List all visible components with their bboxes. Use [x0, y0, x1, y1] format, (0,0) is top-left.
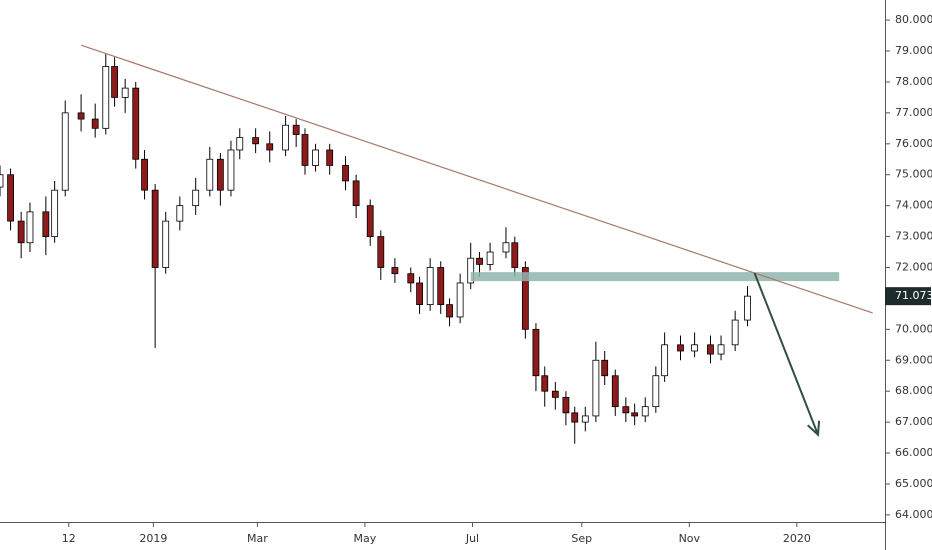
y-tick-label: 65.000: [895, 477, 932, 490]
candle-body: [601, 359, 609, 377]
candle-body: [652, 375, 660, 408]
candle-body: [252, 137, 260, 145]
candle-body: [42, 211, 50, 237]
last-price-label: 71.073: [895, 289, 932, 302]
x-tick-label: 2019: [139, 532, 167, 545]
y-tick-label: 69.000: [895, 353, 932, 366]
y-tick-label: 76.000: [895, 137, 932, 150]
candle-body: [301, 134, 309, 166]
candle-body: [521, 267, 529, 330]
candle-body: [352, 180, 360, 207]
trendline: [80, 44, 873, 314]
candle-body: [541, 375, 549, 392]
candle-body: [377, 236, 385, 268]
last-price-box: [885, 287, 931, 306]
candle-body: [192, 189, 200, 207]
candle-body: [51, 189, 59, 237]
candle-body: [151, 189, 159, 268]
candle-body: [691, 344, 699, 352]
x-tick-label: Mar: [247, 532, 268, 545]
candle-body: [486, 251, 494, 265]
candle-body: [416, 282, 423, 306]
y-tick-label: 67.000: [895, 415, 932, 428]
y-tick-label: 70.000: [895, 322, 932, 335]
candle-body: [717, 344, 725, 355]
candle-body: [61, 112, 69, 191]
x-tick-label: May: [354, 532, 377, 545]
x-tick-label: 2020: [783, 532, 811, 545]
candle-body: [511, 242, 519, 268]
candle-body: [176, 205, 184, 222]
candle-body: [366, 205, 374, 237]
candle-body: [121, 87, 129, 98]
candle-body: [467, 257, 475, 284]
x-tick-label: 12: [62, 532, 76, 545]
candle-body: [677, 344, 684, 352]
arrow: [753, 272, 819, 436]
candle-body: [26, 211, 34, 244]
resistance-zone: [470, 272, 840, 282]
y-tick-label: 72.000: [895, 260, 932, 273]
candle-body: [551, 390, 559, 398]
candle-body: [446, 304, 453, 318]
candle-body: [7, 174, 14, 222]
candle-body: [342, 165, 349, 182]
candle-body: [661, 344, 669, 377]
y-tick-label: 74.000: [895, 199, 932, 212]
y-tick-label: 77.000: [895, 106, 932, 119]
candle-body: [641, 406, 649, 417]
candle-body: [111, 66, 118, 98]
candle-body: [162, 220, 170, 268]
candle-body: [426, 267, 434, 306]
candle-body: [437, 267, 445, 306]
candle-body: [266, 143, 274, 151]
candle-body: [622, 406, 630, 414]
y-tick-label: 80.000: [895, 13, 932, 26]
candle-body: [17, 220, 25, 244]
candle-body: [132, 87, 140, 160]
candle-body: [562, 396, 570, 414]
candle-body: [744, 295, 751, 321]
x-tick-label: Jul: [465, 532, 479, 545]
candle-body: [91, 118, 99, 129]
candle-body: [502, 242, 510, 253]
candle-body: [707, 344, 714, 355]
candle-body: [77, 112, 85, 120]
y-tick-label: 75.000: [895, 168, 932, 181]
y-tick-label: 68.000: [895, 384, 932, 397]
y-tick-label: 79.000: [895, 44, 932, 57]
candle-body: [227, 149, 235, 191]
x-tick-label: Sep: [571, 532, 592, 545]
candle-body: [532, 328, 540, 377]
candle-body: [216, 158, 224, 191]
candle-body: [731, 319, 739, 346]
candle-body: [326, 149, 334, 166]
candle-body: [0, 174, 4, 188]
arrow-head: [807, 420, 821, 437]
candle-body: [476, 257, 483, 265]
y-tick-label: 78.000: [895, 75, 932, 88]
candle-body: [456, 282, 464, 318]
candle-body: [391, 267, 399, 275]
candle-body: [407, 273, 415, 284]
candle-body: [236, 137, 244, 151]
candle-body: [292, 124, 300, 135]
candle-body: [282, 124, 289, 151]
candle-body: [631, 412, 639, 417]
candle-body: [592, 359, 600, 417]
candle-body: [581, 415, 589, 423]
candle-body: [571, 412, 579, 423]
y-tick-label: 64.000: [895, 508, 932, 521]
candle-body: [102, 66, 110, 129]
y-tick-label: 66.000: [895, 446, 932, 459]
x-tick-label: Nov: [679, 532, 701, 545]
y-tick-label: 73.000: [895, 230, 932, 243]
candle-body: [312, 149, 319, 166]
candle-body: [611, 375, 619, 408]
candle-body: [206, 158, 214, 191]
candle-body: [141, 158, 148, 191]
